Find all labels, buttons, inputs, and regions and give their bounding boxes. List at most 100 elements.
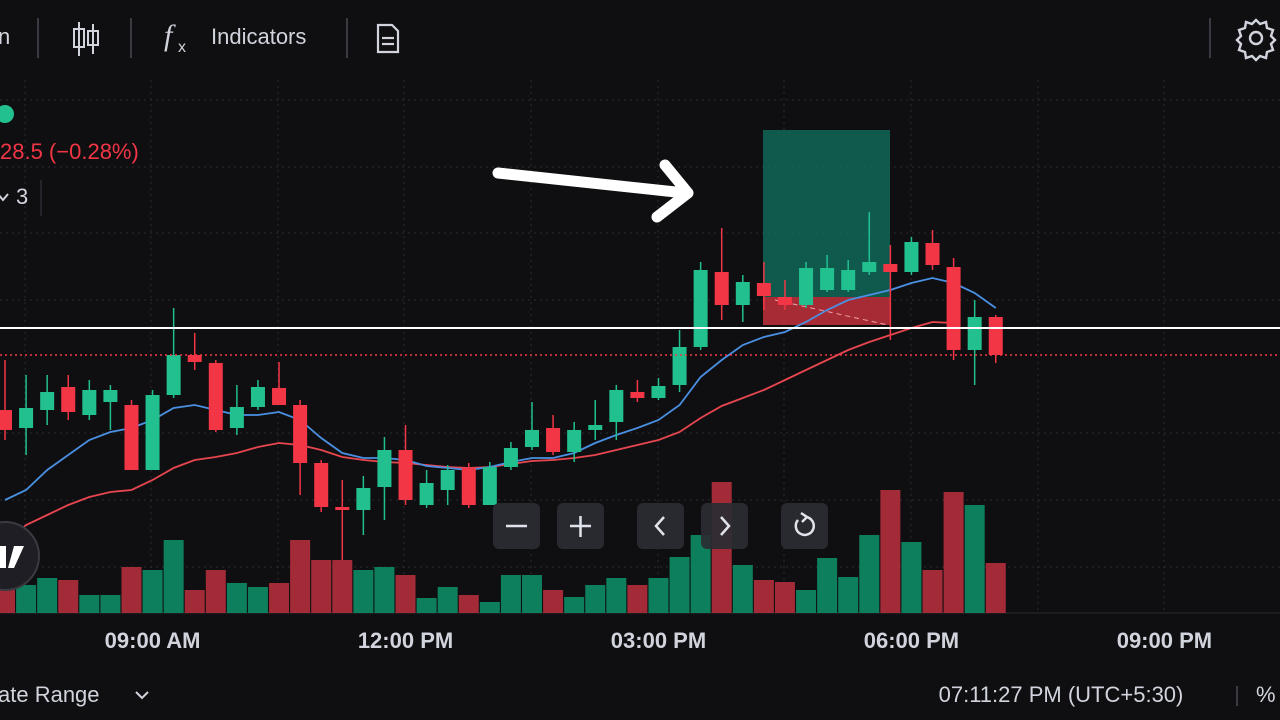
candle-body — [482, 467, 497, 505]
indicator-count[interactable]: 3 — [16, 184, 28, 209]
candle-body — [756, 283, 771, 296]
candle-body — [377, 450, 392, 487]
reset-icon — [794, 515, 815, 537]
collapse-icon[interactable] — [0, 193, 9, 202]
volume-bar — [395, 575, 416, 613]
date-range-button[interactable]: ate Range — [0, 682, 100, 707]
volume-bar — [774, 582, 795, 613]
volume-bar — [880, 490, 901, 613]
candle-body — [440, 470, 455, 490]
volume-bar — [311, 560, 332, 613]
volume-bar — [290, 540, 311, 613]
volume-bar — [964, 505, 985, 613]
x-tick-label: 09:00 AM — [105, 628, 201, 653]
candle-body — [314, 463, 329, 507]
x-tick-label: 06:00 PM — [864, 628, 959, 653]
candle-body — [250, 387, 265, 407]
volume-bar — [163, 540, 184, 613]
candle-body — [988, 317, 1003, 355]
candle-body — [609, 390, 624, 422]
volume-bar — [690, 535, 711, 613]
percent-toggle[interactable]: % — [1256, 682, 1276, 707]
toolbar-label[interactable]: n — [0, 24, 10, 49]
scroll-left-button[interactable] — [637, 503, 684, 549]
ema-fast-line — [4, 277, 997, 501]
candle-body — [967, 317, 982, 350]
candle-body — [103, 390, 118, 402]
candle-body — [19, 408, 34, 428]
volume-bar — [416, 598, 437, 613]
candle-body — [145, 395, 160, 470]
volume-bar — [16, 585, 37, 613]
volume-bar — [943, 492, 964, 613]
reset-button[interactable] — [781, 503, 828, 549]
volume-bar — [121, 567, 142, 613]
volume-bar — [184, 590, 205, 613]
candle-body — [124, 405, 139, 470]
volume-bar — [732, 565, 753, 613]
indicators-button[interactable]: Indicators — [211, 24, 306, 49]
candle-body — [820, 268, 835, 290]
plot — [0, 212, 1006, 613]
scroll-right-button[interactable] — [701, 503, 748, 549]
volume-bar — [901, 542, 922, 613]
chart-type-icon[interactable] — [73, 22, 99, 56]
candle-body — [862, 262, 877, 272]
volume-bar — [269, 583, 290, 613]
candle-body — [777, 297, 792, 305]
volume-bar — [500, 575, 521, 613]
arrow — [492, 159, 694, 223]
volume-bar — [58, 580, 79, 613]
volume-bar — [753, 580, 774, 613]
logo[interactable] — [0, 521, 40, 591]
candle-body — [630, 392, 645, 398]
volume-bar — [374, 567, 395, 613]
volume-bar — [543, 590, 564, 613]
candle-body — [503, 448, 518, 467]
candle-body — [229, 407, 244, 428]
volume-bar — [985, 563, 1006, 613]
candle-body — [0, 410, 12, 430]
dropdown-icon — [135, 691, 149, 700]
logo-mark — [0, 546, 24, 568]
candle-body — [546, 428, 561, 452]
volume-bar — [0, 590, 15, 613]
candle-body — [693, 270, 708, 347]
candle-body — [187, 355, 202, 362]
candle-body — [525, 430, 539, 447]
notes-icon[interactable] — [376, 23, 400, 54]
volume-bar — [205, 570, 226, 613]
candle-body — [335, 507, 350, 510]
volume-bar — [79, 595, 100, 613]
volume-bar — [627, 585, 648, 613]
candle-body — [461, 468, 476, 505]
volume-bar — [437, 587, 458, 613]
fx-icon[interactable]: f — [164, 19, 176, 52]
settings-icon[interactable] — [1235, 18, 1277, 62]
status-dot — [0, 105, 14, 123]
volume-bar — [796, 590, 817, 613]
volume-bar — [37, 578, 58, 613]
chart-controls — [493, 503, 828, 549]
candle-body — [208, 363, 223, 430]
candle-body — [714, 272, 729, 305]
price-change: 28.5 (−0.28%) — [0, 139, 139, 164]
candle-body — [799, 268, 814, 305]
volume-bar — [859, 535, 880, 613]
candle-body — [567, 430, 582, 452]
candle-body — [946, 267, 961, 350]
scroll-left-icon — [654, 516, 665, 536]
volume-bar — [247, 587, 268, 613]
candle-body — [356, 488, 371, 510]
scroll-right-icon — [720, 516, 731, 536]
footer: ate Range 07:11:27 PM (UTC+5:30) % — [0, 682, 1276, 707]
zoom-in-icon — [570, 516, 591, 537]
ema-slow-line — [4, 321, 954, 546]
volume-bar — [142, 570, 163, 613]
candle-body — [925, 243, 940, 265]
volume-bar — [353, 570, 374, 613]
fx-icon[interactable]: x — [178, 39, 186, 56]
clock[interactable]: 07:11:27 PM (UTC+5:30) — [939, 682, 1184, 707]
